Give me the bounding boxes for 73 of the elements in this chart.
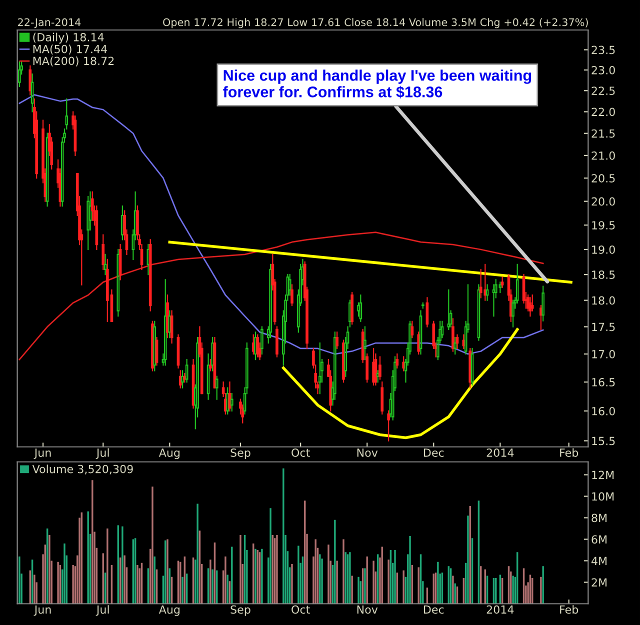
candlestick: [378, 356, 382, 380]
x-tick-label: Dec: [424, 605, 444, 614]
candlestick: [260, 326, 264, 355]
y-tick-label: 21.0: [592, 151, 615, 160]
x-tick-label: 2014: [486, 448, 514, 457]
y-tick-label: 22.5: [592, 86, 615, 96]
candlestick: [148, 239, 152, 312]
legend-label: MA(200) 18.72: [33, 56, 114, 66]
x-tick-label: Aug: [158, 448, 180, 460]
candlestick: [348, 300, 352, 328]
y-tick-label: 21.5: [592, 129, 615, 138]
y-tick-label: 22.0: [592, 108, 615, 116]
y-tick-label: 20.0: [592, 197, 615, 206]
candlestick: [155, 337, 158, 366]
y-tick-label: 16.5: [592, 378, 615, 386]
candlestick: [106, 258, 109, 322]
x-tick-label: Sep: [230, 448, 250, 460]
y-tick-label: 16.0: [592, 406, 615, 416]
y-tick-label: 23.5: [592, 46, 615, 54]
candlestick: [512, 300, 514, 328]
candlestick: [387, 410, 390, 442]
candlestick: [146, 244, 150, 276]
line-series: [18, 232, 544, 360]
y-tick-label: 18.0: [592, 296, 615, 305]
candlestick: [211, 337, 214, 372]
y-tick-label: 19.0: [592, 245, 615, 254]
candlestick: [269, 264, 272, 338]
x-tick-label: Feb: [560, 605, 578, 614]
y-tick-label: 23.0: [592, 66, 615, 74]
x-tick-label: Jun: [34, 605, 51, 616]
y-tick-label: 20.5: [592, 174, 615, 182]
annotation: Nice cup and handle play I've been waiting forever for. Confirms at $18.36: [223, 70, 532, 98]
x-tick-label: 2014: [486, 605, 514, 614]
text: Open 17.72 High 18.27 Low 17.61 Close 18.14 Volume 3.5M Chg +0.42 (+2.37%): [163, 18, 588, 28]
y-tick-label: 8M: [592, 514, 607, 522]
x-tick-label: Jun: [34, 448, 51, 459]
line-series: [282, 328, 519, 440]
candlestick: [530, 294, 534, 312]
x-tick-label: Oct: [292, 605, 310, 614]
x-tick-label: Feb: [560, 448, 578, 457]
legend-label: MA(50) 17.44: [33, 44, 107, 55]
chart-subtitle: 22-Jan-2014: [18, 18, 81, 28]
y-tick-label: 19.5: [592, 221, 615, 230]
y-tick-label: 17.5: [592, 322, 615, 332]
y-tick-label: 17.0: [592, 350, 615, 358]
x-tick-label: Sep: [230, 605, 250, 616]
x-tick-label: Nov: [357, 605, 378, 614]
x-tick-label: Jul: [96, 448, 109, 459]
candlestick: [318, 342, 322, 394]
x-tick-label: Aug: [158, 605, 180, 616]
y-tick-label: 10M: [592, 492, 614, 501]
candlestick: [102, 234, 105, 270]
x-tick-label: Dec: [424, 448, 444, 457]
candlestick: [239, 398, 242, 414]
x-tick-label: Oct: [292, 448, 310, 457]
y-tick-label: 18.5: [592, 270, 615, 279]
x-tick-label: Nov: [357, 448, 378, 457]
candlestick: [364, 326, 366, 360]
candlestick: [276, 326, 278, 358]
y-tick-label: 6M: [592, 535, 607, 544]
y-tick-label: 2M: [592, 578, 607, 586]
y-tick-label: 4M: [591, 556, 607, 565]
legend-label: Volume 3,520,309: [32, 464, 133, 474]
y-tick-label: 15.5: [592, 436, 615, 446]
candlestick: [181, 370, 184, 388]
candlestick: [484, 264, 487, 301]
candlestick: [50, 137, 54, 170]
y-tick-label: 12M: [592, 470, 614, 479]
x-tick-label: Jul: [96, 605, 109, 616]
candlestick: [334, 332, 336, 400]
legend-label: (Daily) 18.14: [33, 32, 104, 44]
candlestick: [35, 111, 38, 179]
candlestick: [65, 98, 68, 130]
